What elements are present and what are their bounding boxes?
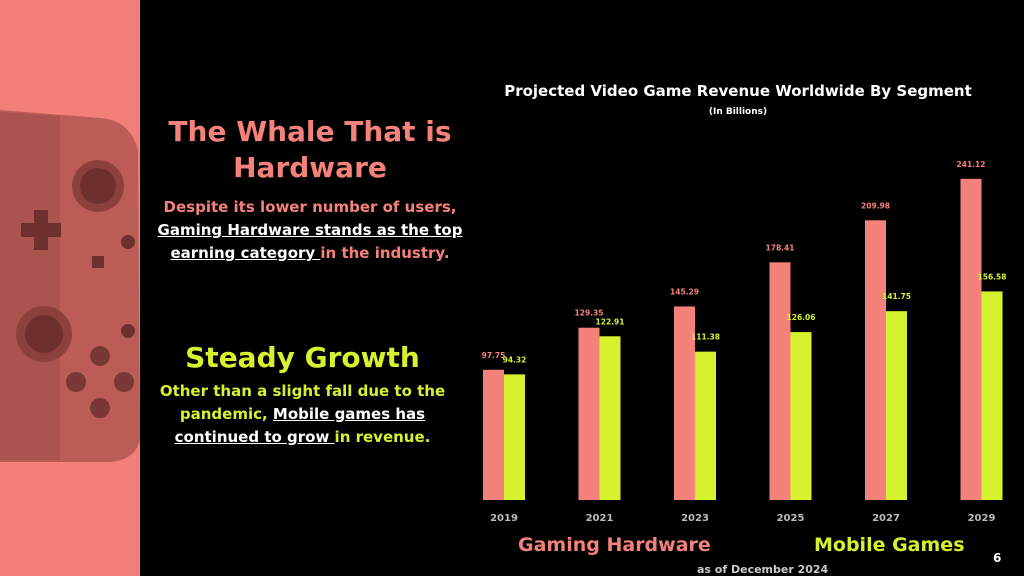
footnote: as of December 2024 (697, 563, 829, 576)
value-label-hardware-2029: 241.12 (957, 160, 986, 169)
bar-mobile-2025 (790, 332, 812, 500)
bar-mobile-2019 (504, 374, 525, 500)
page-number: 6 (993, 551, 1002, 565)
legend-gaming-hardware: Gaming Hardware (518, 534, 711, 556)
growth-heading: Steady Growth (185, 341, 420, 374)
hardware-paragraph-post: in the industry. (320, 244, 450, 262)
x-tick-label-2021: 2021 (586, 513, 614, 524)
bar-mobile-2023 (695, 351, 716, 500)
legend-mobile-games: Mobile Games (814, 534, 965, 556)
value-label-hardware-2023: 145.29 (670, 287, 699, 296)
bar-hardware-2025 (769, 262, 791, 500)
value-label-mobile-2023: 111.38 (691, 333, 720, 342)
bar-mobile-2021 (599, 336, 621, 500)
bar-mobile-2027 (886, 311, 907, 500)
chart-title: Projected Video Game Revenue Worldwide B… (504, 82, 972, 100)
x-tick-label-2019: 2019 (490, 513, 518, 524)
value-label-mobile-2019: 94.32 (503, 355, 527, 364)
value-label-mobile-2027: 141.75 (882, 292, 911, 301)
hardware-paragraph-underlined: Gaming Hardware stands as the top earnin… (157, 221, 463, 262)
growth-paragraph-post: in revenue. (334, 428, 431, 446)
controller-image (0, 110, 140, 462)
value-label-hardware-2019: 97.75 (482, 351, 506, 360)
value-label-mobile-2025: 126.06 (787, 313, 816, 322)
hardware-heading: The Whale That is Hardware (168, 115, 452, 184)
bar-mobile-2029 (981, 291, 1003, 500)
bar-hardware-2021 (578, 327, 600, 500)
growth-paragraph-underlined: Mobile games has continued to grow (174, 405, 426, 446)
bar-hardware-2027 (865, 220, 886, 500)
x-tick-label-2027: 2027 (872, 513, 900, 524)
value-label-hardware-2021: 129.35 (575, 309, 604, 318)
value-label-mobile-2021: 122.91 (596, 317, 625, 326)
bar-hardware-2029 (960, 178, 982, 500)
chart-subtitle: (In Billions) (709, 107, 767, 117)
growth-paragraph: Other than a slight fall due to the pand… (150, 380, 455, 449)
x-tick-label-2025: 2025 (777, 513, 805, 524)
x-tick-label-2029: 2029 (968, 513, 996, 524)
value-label-hardware-2027: 209.98 (861, 201, 890, 210)
hardware-paragraph-pre: Despite its lower number of users, (163, 198, 457, 216)
hardware-paragraph: Despite its lower number of users, Gamin… (150, 196, 470, 265)
value-label-hardware-2025: 178.41 (766, 243, 795, 252)
growth-paragraph-pre: Other than a slight fall due to the pand… (159, 382, 446, 423)
value-label-mobile-2029: 156.58 (978, 272, 1007, 281)
bar-hardware-2019 (483, 369, 504, 500)
x-tick-label-2023: 2023 (681, 513, 709, 524)
bar-hardware-2023 (674, 306, 695, 500)
